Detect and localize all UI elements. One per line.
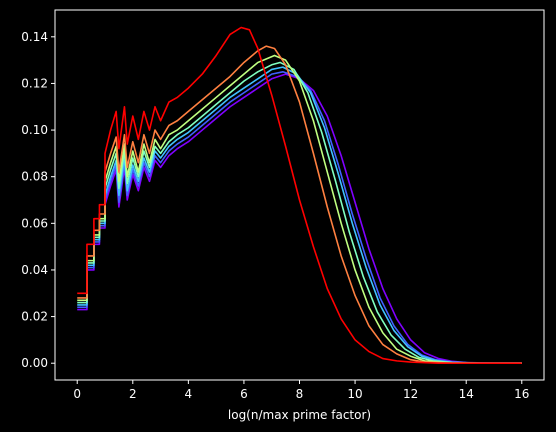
y-tick-label: 0.02 bbox=[21, 310, 48, 324]
series-line-1 bbox=[77, 26, 522, 365]
y-tick-label: 0.08 bbox=[21, 170, 48, 184]
y-tick-label: 0.06 bbox=[21, 216, 48, 230]
x-tick-label: 12 bbox=[403, 387, 418, 401]
plot-frame bbox=[54, 9, 545, 381]
x-tick-label: 14 bbox=[459, 387, 474, 401]
x-tick-label: 10 bbox=[347, 387, 362, 401]
y-tick-label: 0.10 bbox=[21, 123, 48, 137]
x-tick-label: 6 bbox=[240, 387, 248, 401]
x-axis-label: log(n/max prime factor) bbox=[228, 408, 371, 422]
x-tick-label: 8 bbox=[296, 387, 304, 401]
series-line-2 bbox=[77, 45, 522, 365]
y-tick-label: 0.12 bbox=[21, 76, 48, 90]
x-tick-label: 0 bbox=[73, 387, 81, 401]
series-line-3 bbox=[77, 54, 522, 365]
x-tick-label: 2 bbox=[129, 387, 137, 401]
y-tick-label: 0.14 bbox=[21, 30, 48, 44]
x-tick-label: 4 bbox=[185, 387, 193, 401]
ticks-layer: 0 2 4 6 8 10 12 14 16 0.00 0.02 0.04 0.06 0.08 0.10 0.1… bbox=[21, 30, 529, 401]
y-tick-label: 0.04 bbox=[21, 263, 48, 277]
x-tick-label: 16 bbox=[514, 387, 529, 401]
series-layer bbox=[77, 26, 522, 365]
y-tick-label: 0.00 bbox=[21, 356, 48, 370]
